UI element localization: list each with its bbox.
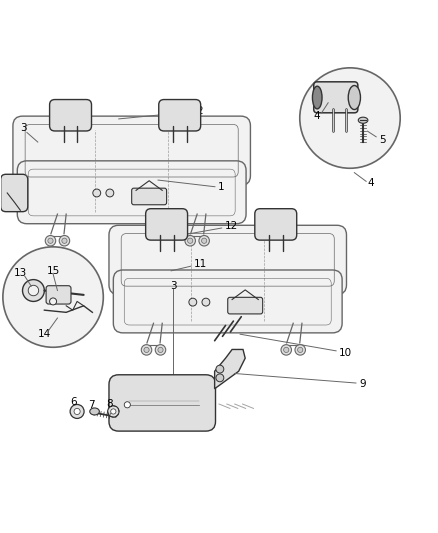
FancyBboxPatch shape: [109, 225, 346, 294]
Circle shape: [111, 409, 116, 414]
Circle shape: [141, 345, 152, 355]
Ellipse shape: [358, 117, 368, 123]
Circle shape: [185, 236, 195, 246]
Circle shape: [3, 247, 103, 348]
Text: 13: 13: [14, 268, 27, 278]
FancyBboxPatch shape: [113, 270, 342, 333]
Text: 8: 8: [106, 399, 113, 409]
Circle shape: [281, 345, 291, 355]
Text: 10: 10: [240, 334, 352, 358]
Circle shape: [74, 408, 80, 415]
Ellipse shape: [90, 408, 99, 415]
Circle shape: [45, 236, 56, 246]
FancyBboxPatch shape: [13, 116, 251, 185]
Circle shape: [93, 189, 101, 197]
FancyBboxPatch shape: [255, 209, 297, 240]
FancyBboxPatch shape: [314, 82, 358, 113]
Text: 1: 1: [158, 180, 225, 192]
Text: 9: 9: [234, 374, 366, 389]
Text: 12: 12: [182, 221, 238, 235]
Ellipse shape: [312, 86, 322, 109]
FancyBboxPatch shape: [159, 100, 201, 131]
Circle shape: [62, 238, 67, 244]
Circle shape: [187, 238, 193, 244]
FancyBboxPatch shape: [146, 209, 187, 240]
Text: 4: 4: [314, 111, 321, 121]
Circle shape: [297, 348, 303, 352]
Circle shape: [158, 348, 163, 352]
Circle shape: [201, 238, 207, 244]
Polygon shape: [215, 350, 245, 389]
Circle shape: [49, 298, 57, 305]
Circle shape: [124, 402, 131, 408]
FancyBboxPatch shape: [46, 286, 71, 304]
Circle shape: [48, 238, 53, 244]
Circle shape: [189, 298, 197, 306]
Circle shape: [295, 345, 305, 355]
Circle shape: [106, 189, 114, 197]
Text: 5: 5: [379, 135, 386, 145]
Text: 6: 6: [70, 397, 77, 407]
Circle shape: [144, 348, 149, 352]
Text: 4: 4: [367, 178, 374, 188]
Text: 7: 7: [88, 400, 94, 410]
Text: 14: 14: [38, 329, 51, 339]
Circle shape: [284, 348, 289, 352]
Circle shape: [70, 405, 84, 418]
Circle shape: [28, 285, 39, 296]
Circle shape: [22, 280, 44, 302]
Text: 15: 15: [46, 266, 60, 276]
FancyBboxPatch shape: [228, 297, 263, 314]
Circle shape: [216, 374, 224, 382]
FancyBboxPatch shape: [17, 161, 246, 224]
Text: 3: 3: [20, 123, 27, 133]
Text: 11: 11: [171, 259, 207, 271]
Circle shape: [199, 236, 209, 246]
FancyBboxPatch shape: [132, 188, 166, 205]
Circle shape: [59, 236, 70, 246]
Ellipse shape: [348, 85, 360, 110]
Circle shape: [202, 298, 210, 306]
FancyBboxPatch shape: [109, 375, 215, 431]
Circle shape: [300, 68, 400, 168]
Circle shape: [155, 345, 166, 355]
FancyBboxPatch shape: [1, 174, 28, 212]
FancyBboxPatch shape: [49, 100, 92, 131]
Text: 3: 3: [170, 281, 177, 291]
Text: 2: 2: [119, 106, 203, 119]
Circle shape: [216, 365, 224, 373]
Circle shape: [108, 406, 119, 417]
